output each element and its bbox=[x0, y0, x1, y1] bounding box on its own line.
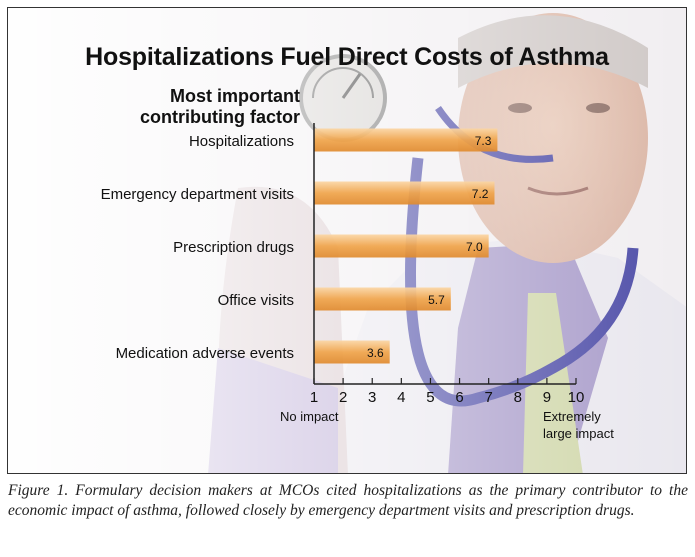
bar bbox=[314, 287, 451, 311]
category-label: Office visits bbox=[218, 292, 294, 309]
chart-title: Hospitalizations Fuel Direct Costs of As… bbox=[85, 43, 609, 71]
bar bbox=[314, 128, 498, 152]
x-tick-label: 1 bbox=[310, 389, 318, 406]
x-tick-label: 9 bbox=[543, 389, 551, 406]
x-tick-label: 7 bbox=[484, 389, 492, 406]
category-header: Most important contributing factor bbox=[128, 86, 300, 128]
x-tick-label: 3 bbox=[368, 389, 376, 406]
data-label: 3.6 bbox=[367, 346, 384, 360]
bar bbox=[314, 340, 390, 364]
data-label: 7.2 bbox=[472, 187, 489, 201]
category-label: Hospitalizations bbox=[189, 133, 294, 150]
x-axis-high-label-line1: Extremely bbox=[543, 409, 601, 424]
category-header-line1: Most important bbox=[170, 86, 300, 106]
data-label: 5.7 bbox=[428, 293, 445, 307]
x-tick-label: 5 bbox=[426, 389, 434, 406]
x-tick-label: 8 bbox=[514, 389, 522, 406]
category-label: Prescription drugs bbox=[173, 239, 294, 256]
x-axis-high-label-line2: large impact bbox=[543, 426, 614, 441]
category-header-line2: contributing factor bbox=[140, 107, 300, 127]
bar bbox=[314, 181, 495, 205]
x-tick-label: 4 bbox=[397, 389, 405, 406]
category-label: Emergency department visits bbox=[101, 186, 294, 203]
x-tick-label: 6 bbox=[455, 389, 463, 406]
x-tick-label: 2 bbox=[339, 389, 347, 406]
bar bbox=[314, 234, 489, 258]
x-axis-low-label: No impact bbox=[280, 409, 339, 424]
data-label: 7.3 bbox=[475, 134, 492, 148]
figure-caption: Figure 1. Formulary decision makers at M… bbox=[8, 482, 688, 519]
x-tick-label: 10 bbox=[568, 389, 585, 406]
figure-frame: Hospitalizations Fuel Direct Costs of As… bbox=[7, 7, 687, 474]
category-label: Medication adverse events bbox=[116, 345, 294, 362]
data-label: 7.0 bbox=[466, 240, 483, 254]
bar-chart: Hospitalizations 7.3 Emergency department … bbox=[101, 123, 614, 441]
